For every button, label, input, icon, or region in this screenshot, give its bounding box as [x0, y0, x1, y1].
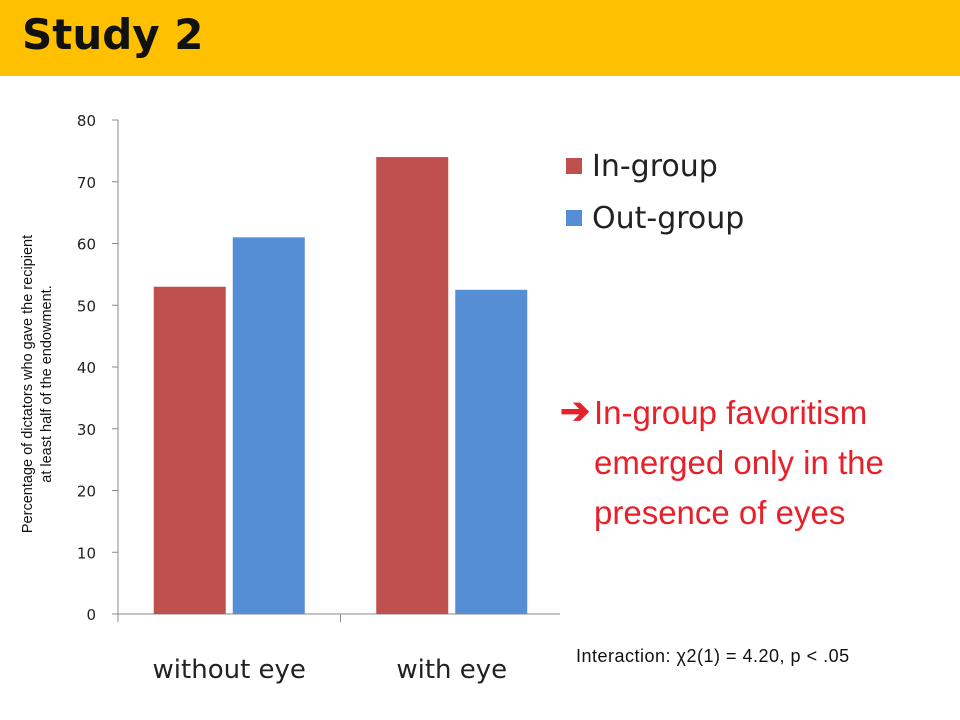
- slide-title: Study 2: [22, 10, 204, 59]
- chart-bars: [153, 157, 528, 615]
- y-tick-label: 60: [77, 236, 96, 254]
- y-tick-label: 40: [77, 359, 96, 377]
- x-tick-label: without eye: [153, 655, 306, 685]
- bar-in-group: [376, 157, 449, 615]
- y-tick-label: 20: [77, 483, 96, 501]
- legend-label-out-group: Out-group: [592, 200, 745, 236]
- legend-item-in-group: In-group: [566, 140, 744, 192]
- bar-chart: 0 10 20 30 40 50 60 70 80 without eye with eye: [77, 112, 560, 685]
- y-tick-label: 80: [77, 112, 96, 130]
- y-axis-label: Percentage of dictators who gave the rec…: [20, 234, 55, 534]
- y-tick-label: 0: [86, 606, 96, 624]
- bar-out-group: [232, 237, 305, 614]
- right-arrow-icon: ➔: [560, 390, 591, 431]
- y-tick-label: 70: [77, 174, 96, 192]
- legend-item-out-group: Out-group: [566, 192, 744, 244]
- x-tick-labels: without eye with eye: [153, 655, 508, 685]
- bar-out-group: [455, 289, 528, 614]
- x-tick-label: with eye: [396, 655, 507, 685]
- interaction-statistic: Interaction: χ2(1) = 4.20, p < .05: [576, 646, 850, 666]
- y-tick-label: 10: [77, 544, 96, 562]
- legend-label-in-group: In-group: [592, 148, 718, 184]
- y-ticks: 0 10 20 30 40 50 60 70 80: [77, 112, 118, 624]
- legend-swatch-out-group: [566, 210, 582, 226]
- conclusion-note: ➔ In-group favoritism emerged only in th…: [560, 388, 955, 538]
- legend-swatch-in-group: [566, 158, 582, 174]
- conclusion-text: In-group favoritism emerged only in the …: [594, 394, 884, 531]
- bar-in-group: [153, 286, 226, 614]
- y-tick-label: 50: [77, 297, 96, 315]
- title-bar: Study 2: [0, 0, 960, 76]
- legend: In-group Out-group: [566, 140, 744, 244]
- y-tick-label: 30: [77, 421, 96, 439]
